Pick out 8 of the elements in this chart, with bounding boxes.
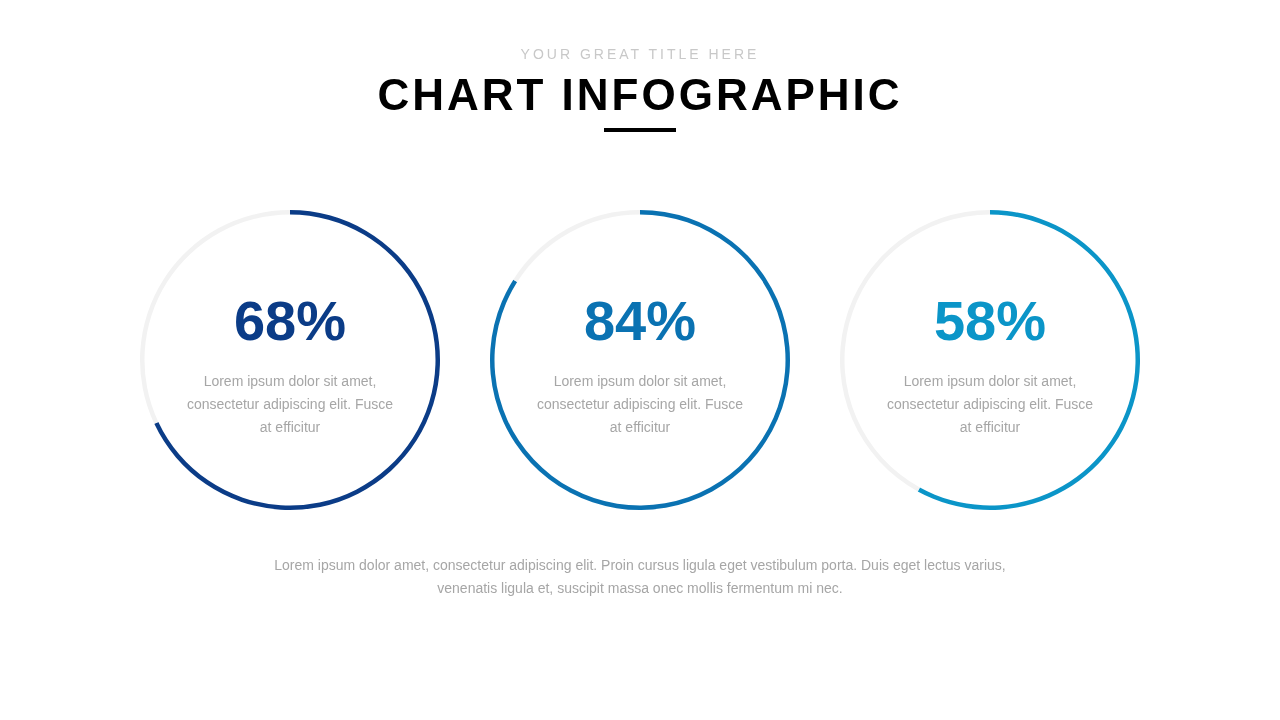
text: Lorem ipsum dolor sit amet, consectetur adipiscing elit. Fusce at efficitur	[185, 372, 395, 437]
data-label: 84%	[583, 289, 697, 352]
data-label: 68%	[233, 289, 347, 352]
text: Lorem ipsum dolor sit amet, consectetur adipiscing elit. Fusce at efficitur	[535, 372, 745, 437]
text: Lorem ipsum dolor sit amet, consectetur adipiscing elit. Fusce at efficitur	[885, 372, 1095, 437]
chart-title: CHART INFOGRAPHIC	[376, 70, 904, 120]
text: Lorem ipsum dolor amet, consectetur adipiscing elit. Proin cursus ligula eget vestibulum porta. Duis eget lectus varius, venenatis ligula et, suscipit massa onec mollis fermentum mi nec.	[273, 556, 1007, 598]
data-label: 58%	[933, 289, 1047, 352]
